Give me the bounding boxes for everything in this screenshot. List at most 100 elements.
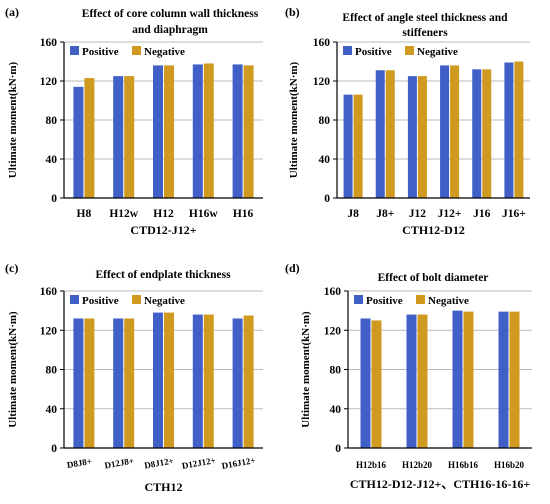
legend-label: Positive (82, 295, 119, 307)
y-tick-label: 160 (313, 37, 331, 49)
x-tick-label: D12J12+ (181, 455, 216, 471)
y-tick-label: 40 (330, 404, 342, 416)
chart-title: stiffeners (402, 27, 448, 39)
bar-negative (124, 318, 135, 448)
y-axis-label: Ultimate moment(kN·m) (7, 311, 19, 428)
bar-negative (450, 65, 460, 199)
bar-positive (113, 76, 124, 198)
x-tick-label: H12b20 (402, 460, 433, 470)
bar-positive (360, 318, 371, 448)
bar-positive (498, 311, 509, 448)
legend-label: Negative (417, 46, 458, 58)
x-tick-label: H16b16 (448, 460, 479, 470)
bar-positive (504, 62, 514, 198)
y-axis-label: Ultimate moment(kN·m) (7, 61, 19, 178)
y-tick-label: 80 (46, 115, 58, 127)
chart-title: Effect of endplate thickness (95, 269, 231, 281)
bar-negative (164, 312, 174, 448)
bar-negative (463, 311, 474, 448)
legend-label: Positive (366, 295, 403, 307)
bar-negative (203, 63, 214, 199)
y-tick-label: 0 (335, 443, 341, 455)
x-tick-label: J8+ (376, 208, 394, 220)
panel-letter: (d) (285, 261, 300, 275)
legend-swatch-positive (343, 46, 352, 55)
chart-title: Effect of bolt diameter (378, 272, 489, 284)
x-tick-label: H12 (153, 208, 174, 220)
x-tick-label: H8 (77, 208, 92, 220)
x-axis-label: CTH12-D12-J12+、CTH16-16-16+ (350, 477, 530, 491)
bar-positive (232, 318, 243, 448)
bar-negative (417, 314, 428, 448)
x-axis-label: CTH12 (144, 480, 182, 494)
bar-negative (514, 61, 524, 198)
bar-negative (84, 78, 95, 198)
bar-positive (472, 69, 482, 198)
bar-negative (243, 65, 254, 199)
legend-swatch-negative (416, 295, 425, 304)
x-tick-label: H16 (233, 208, 254, 220)
bar-negative (371, 320, 382, 448)
chart-title: Effect of core column wall thickness (82, 8, 259, 20)
x-tick-label: H12w (109, 208, 138, 220)
legend-swatch-positive (70, 46, 79, 55)
bar-negative (84, 318, 95, 448)
legend-swatch-negative (405, 46, 414, 55)
y-tick-label: 40 (46, 154, 58, 166)
y-tick-label: 0 (51, 443, 57, 455)
bar-negative (385, 70, 395, 198)
bar-positive (232, 64, 243, 198)
bar-positive (73, 318, 84, 448)
legend-label: Positive (82, 46, 119, 58)
bar-negative (353, 94, 363, 198)
bar-negative (124, 76, 135, 198)
chart-title: and diaphragm (132, 24, 208, 36)
bar-positive (407, 76, 417, 198)
bar-positive (375, 70, 385, 198)
x-tick-label: D16J12+ (221, 455, 256, 471)
bar-positive (192, 314, 203, 448)
x-tick-label: J16+ (502, 208, 526, 220)
panel-letter: (c) (5, 261, 18, 275)
legend-label: Negative (144, 46, 185, 58)
x-tick-label: J12 (409, 208, 427, 220)
legend-swatch-negative (132, 295, 141, 304)
legend-label: Positive (355, 46, 392, 58)
y-tick-label: 120 (40, 76, 58, 88)
x-tick-label: H16b20 (494, 460, 525, 470)
x-tick-label: J8 (347, 208, 359, 220)
legend-swatch-negative (132, 46, 141, 55)
x-axis-label: CTH12-D12 (402, 223, 465, 237)
y-tick-label: 80 (46, 365, 58, 377)
bar-positive (73, 86, 84, 198)
y-tick-label: 160 (40, 37, 58, 49)
y-tick-label: 160 (40, 286, 58, 298)
y-tick-label: 120 (313, 76, 331, 88)
y-tick-label: 0 (51, 193, 57, 205)
bar-positive (153, 65, 163, 199)
x-tick-label: D8J12+ (144, 456, 175, 471)
panel-letter: (a) (5, 5, 19, 19)
legend-label: Negative (428, 295, 469, 307)
y-tick-label: 120 (324, 325, 342, 337)
x-tick-label: J16 (473, 208, 491, 220)
y-axis-label: Ultimate moment(kN·m) (300, 311, 312, 428)
y-axis-label: Ultimate moment(kN·m) (288, 61, 300, 178)
y-tick-label: 160 (324, 286, 342, 298)
x-axis-label: CTD12-J12+ (130, 223, 196, 237)
y-tick-label: 80 (319, 115, 331, 127)
x-tick-label: H16w (189, 208, 218, 220)
legend-swatch-positive (354, 295, 363, 304)
chart-title: Effect of angle steel thickness and (342, 12, 508, 24)
legend-label: Negative (144, 295, 185, 307)
bar-negative (164, 65, 174, 199)
y-tick-label: 40 (46, 404, 58, 416)
bar-positive (406, 314, 417, 448)
bar-positive (192, 64, 203, 198)
y-tick-label: 80 (330, 365, 342, 377)
bar-negative (417, 76, 427, 198)
bar-positive (153, 312, 163, 448)
panel-letter: (b) (285, 5, 300, 19)
legend-swatch-positive (70, 295, 79, 304)
